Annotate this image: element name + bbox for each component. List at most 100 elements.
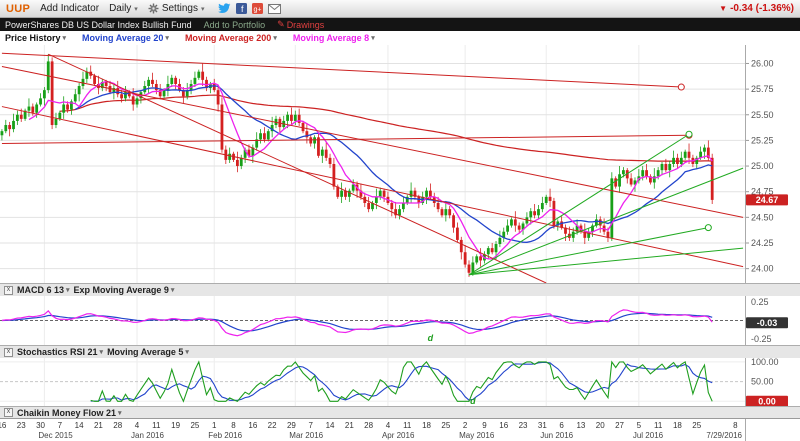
svg-text:d: d <box>428 333 434 343</box>
svg-text:2: 2 <box>463 421 468 430</box>
svg-text:24.50: 24.50 <box>751 212 774 222</box>
svg-text:Apr 2016: Apr 2016 <box>382 431 415 440</box>
settings-dropdown[interactable]: Settings ▾ <box>148 3 204 14</box>
svg-text:19: 19 <box>171 421 180 430</box>
svg-text:27: 27 <box>615 421 624 430</box>
svg-text:Mar 2016: Mar 2016 <box>289 431 323 440</box>
drawings-button[interactable]: ✎ Drawings <box>277 19 325 30</box>
google-plus-icon[interactable]: g+ <box>252 3 264 14</box>
macd-close-button[interactable]: x <box>4 285 13 295</box>
chaikin-label[interactable]: Chaikin Money Flow 21 ▾ <box>17 407 122 418</box>
svg-text:11: 11 <box>403 421 412 430</box>
svg-text:8: 8 <box>231 421 236 430</box>
svg-text:8: 8 <box>733 421 738 430</box>
add-to-portfolio-button[interactable]: Add to Portfolio <box>203 19 266 30</box>
svg-text:7: 7 <box>58 421 63 430</box>
svg-text:25.00: 25.00 <box>751 161 774 171</box>
svg-text:14: 14 <box>326 421 335 430</box>
fund-name: PowerShares DB US Dollar Index Bullish F… <box>5 19 192 30</box>
chevron-down-icon: ▾ <box>66 287 70 294</box>
chevron-down-icon: ▾ <box>273 35 277 42</box>
svg-text:23: 23 <box>519 421 528 430</box>
macd-panel-canvas[interactable]: 0.25 -0.25 -0.03 d <box>0 296 800 345</box>
svg-text:0.25: 0.25 <box>751 297 769 307</box>
svg-text:11: 11 <box>654 421 663 430</box>
svg-text:-0.03: -0.03 <box>757 318 778 328</box>
svg-text:Feb 2016: Feb 2016 <box>208 431 242 440</box>
svg-text:50.00: 50.00 <box>751 377 774 387</box>
twitter-icon[interactable] <box>218 3 231 14</box>
svg-text:-0.25: -0.25 <box>751 334 772 344</box>
svg-text:7: 7 <box>309 421 314 430</box>
svg-text:4: 4 <box>386 421 391 430</box>
chevron-down-icon: ▾ <box>62 35 67 42</box>
svg-text:Jan 2016: Jan 2016 <box>131 431 164 440</box>
svg-text:25: 25 <box>441 421 450 430</box>
svg-text:g+: g+ <box>254 6 262 13</box>
quote-change: ▼ -0.34 (-1.36%) <box>719 3 794 14</box>
svg-text:25.50: 25.50 <box>751 110 774 120</box>
svg-text:5: 5 <box>637 421 642 430</box>
gear-icon <box>148 3 159 14</box>
svg-text:20: 20 <box>596 421 605 430</box>
chaikin-close-button[interactable]: x <box>4 408 13 417</box>
svg-text:16: 16 <box>499 421 508 430</box>
macd-overlay-label[interactable]: Exp Moving Average 9 ▾ <box>73 285 175 295</box>
svg-text:24.67: 24.67 <box>756 195 779 205</box>
price-chart-canvas[interactable]: 26.00 25.75 25.50 25.25 25.00 24.75 24.50 24.25… <box>0 45 800 283</box>
svg-text:0.00: 0.00 <box>758 396 776 406</box>
macd-label[interactable]: MACD 6 13 ▾ <box>17 285 70 295</box>
svg-text:16: 16 <box>248 421 257 430</box>
svg-text:9: 9 <box>482 421 487 430</box>
stoch-panel-header: x Stochastics RSI 21 ▾ Moving Average 5 ▾ <box>0 345 800 358</box>
svg-text:28: 28 <box>113 421 122 430</box>
top-toolbar: UUP Add Indicator Daily ▾ Settings ▾ f g+ … <box>0 0 800 18</box>
svg-text:24.75: 24.75 <box>751 187 774 197</box>
legend-moving-average-20[interactable]: Moving Average 20 ▾ <box>82 33 169 43</box>
stoch-close-button[interactable]: x <box>4 347 13 357</box>
svg-text:24.00: 24.00 <box>751 264 774 274</box>
macd-panel-header: x MACD 6 13 ▾ Exp Moving Average 9 ▾ <box>0 283 800 296</box>
legend-price-history[interactable]: Price History ▾ <box>5 33 67 43</box>
svg-text:23: 23 <box>17 421 26 430</box>
facebook-icon[interactable]: f <box>236 3 248 14</box>
svg-text:18: 18 <box>422 421 431 430</box>
down-arrow-icon: ▼ <box>719 4 728 13</box>
chevron-down-icon: ▾ <box>118 409 122 417</box>
symbol-ticker[interactable]: UUP <box>6 2 31 15</box>
svg-text:f: f <box>241 4 244 14</box>
svg-text:14: 14 <box>75 421 84 430</box>
svg-text:16: 16 <box>0 421 7 430</box>
svg-text:18: 18 <box>673 421 682 430</box>
pencil-icon: ✎ <box>277 19 285 29</box>
svg-text:Jul 2016: Jul 2016 <box>633 431 664 440</box>
chevron-down-icon: ▾ <box>165 35 169 42</box>
svg-text:4: 4 <box>135 421 140 430</box>
svg-text:21: 21 <box>94 421 103 430</box>
chevron-down-icon: ▾ <box>134 5 138 13</box>
period-dropdown[interactable]: Daily ▾ <box>109 3 138 14</box>
date-axis[interactable]: 1623307142128411192518162229714212841118… <box>0 418 800 441</box>
chevron-down-icon: ▾ <box>170 287 175 294</box>
svg-text:31: 31 <box>538 421 547 430</box>
svg-text:25: 25 <box>190 421 199 430</box>
email-icon[interactable] <box>268 3 282 14</box>
svg-text:30: 30 <box>36 421 45 430</box>
legend-moving-average-200[interactable]: Moving Average 200 ▾ <box>184 33 277 43</box>
chevron-down-icon: ▾ <box>99 349 104 356</box>
fund-titlebar: PowerShares DB US Dollar Index Bullish F… <box>0 18 800 31</box>
svg-text:22: 22 <box>268 421 277 430</box>
svg-text:25.75: 25.75 <box>751 84 774 94</box>
add-indicator-button[interactable]: Add Indicator <box>40 3 100 14</box>
stoch-label[interactable]: Stochastics RSI 21 ▾ <box>17 347 104 357</box>
stoch-overlay-label[interactable]: Moving Average 5 ▾ <box>107 347 189 357</box>
svg-text:25: 25 <box>692 421 701 430</box>
legend-moving-average-8[interactable]: Moving Average 8 ▾ <box>292 33 375 43</box>
chart-legend: Price History ▾ Moving Average 20 ▾ Moving… <box>0 31 800 45</box>
svg-text:25.25: 25.25 <box>751 135 774 145</box>
svg-text:d: d <box>470 396 476 406</box>
svg-text:7/29/2016: 7/29/2016 <box>706 431 742 440</box>
svg-text:29: 29 <box>287 421 296 430</box>
